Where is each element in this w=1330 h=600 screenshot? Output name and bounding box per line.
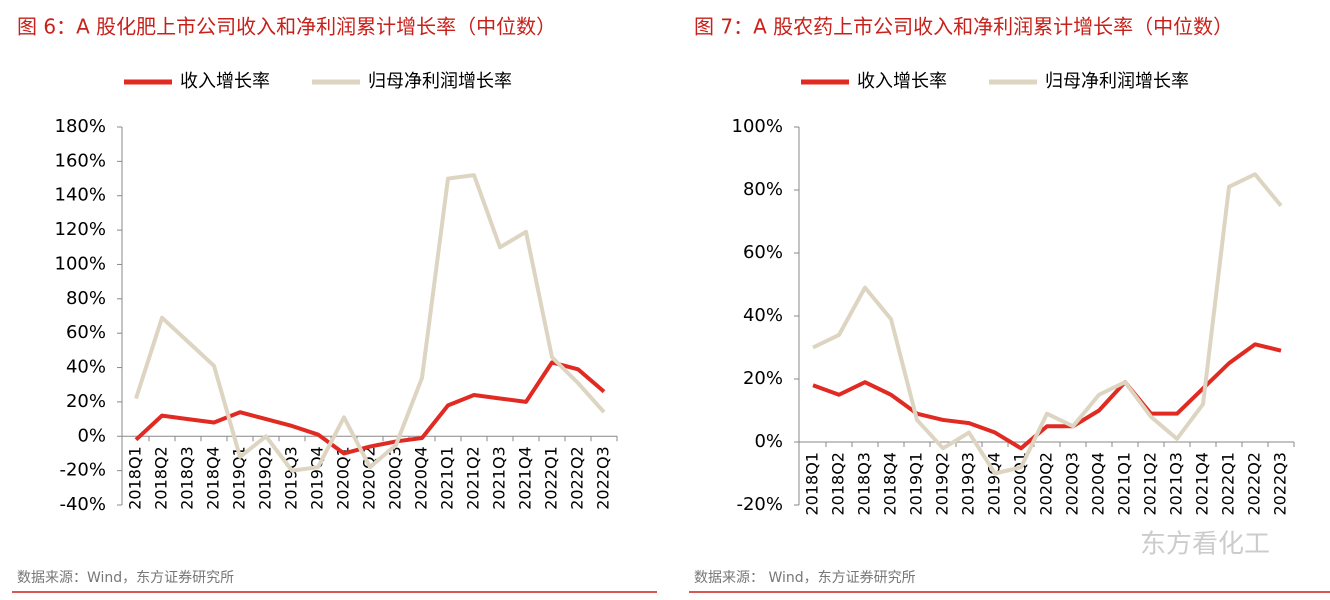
x-tick-label: 2022Q1 [1219,452,1238,516]
x-tick-label: 2022Q1 [542,446,561,510]
x-tick-label: 2018Q4 [881,452,900,516]
series-line [134,360,606,456]
x-tick-label: 2020Q1 [1011,452,1030,516]
x-tick-label: 2018Q3 [178,446,197,510]
x-tick-label: 2018Q2 [152,446,171,510]
y-tick-label: 20% [743,368,783,389]
x-tick-label: 2020Q3 [386,446,405,510]
x-tick-label: 2018Q4 [204,446,223,510]
x-tick-label: 2020Q2 [1037,452,1056,516]
x-tick-label: 2020Q4 [1089,452,1108,516]
y-tick-label: 80% [743,179,783,200]
y-tick-label: -20% [736,494,783,515]
x-tick-label: 2019Q2 [933,452,952,516]
series-line [134,173,606,473]
y-tick-label: 0% [77,425,106,446]
x-tick-label: 2022Q3 [594,446,613,510]
y-tick-label: -20% [59,460,106,481]
y-tick-label: 60% [743,242,783,263]
x-tick-label: 2020Q3 [1063,452,1082,516]
chart-title: 图 7：A 股农药上市公司收入和净利润累计增长率（中位数） [694,15,1233,39]
x-tick-label: 2019Q3 [959,452,978,516]
y-tick-label: 20% [66,391,106,412]
x-tick-label: 2022Q2 [568,446,587,510]
watermark: 东方看化工 [1140,530,1270,560]
x-tick-label: 2021Q2 [464,446,483,510]
x-tick-label: 2019Q1 [230,446,249,510]
y-tick-label: -40% [59,494,106,515]
legend-label: 归母净利润增长率 [368,71,512,92]
x-tick-label: 2022Q2 [1245,452,1264,516]
legend-label: 收入增长率 [180,71,270,92]
x-tick-label: 2021Q4 [1193,452,1212,516]
legend-label: 收入增长率 [857,71,947,92]
y-tick-label: 100% [55,253,106,274]
source: 数据来源： Wind，东方证券研究所 [694,570,916,586]
x-tick-label: 2018Q1 [126,446,145,510]
x-tick-label: 2019Q1 [907,452,926,516]
y-tick-label: 160% [55,150,106,171]
x-tick-label: 2021Q4 [516,446,535,510]
y-tick-label: 180% [55,116,106,137]
x-tick-label: 2021Q3 [490,446,509,510]
chart-title: 图 6：A 股化肥上市公司收入和净利润累计增长率（中位数） [17,15,556,39]
x-tick-label: 2020Q1 [334,446,353,510]
x-tick-label: 2018Q3 [855,452,874,516]
y-tick-label: 0% [754,431,783,452]
x-tick-label: 2021Q3 [1167,452,1186,516]
y-tick-label: 100% [732,116,783,137]
series-line [812,172,1283,476]
series-line [812,342,1282,451]
x-tick-label: 2018Q1 [803,452,822,516]
y-tick-label: 140% [55,185,106,206]
x-tick-label: 2021Q1 [438,446,457,510]
y-tick-label: 80% [66,288,106,309]
x-tick-label: 2019Q3 [282,446,301,510]
y-tick-label: 120% [55,219,106,240]
y-tick-label: 60% [66,322,106,343]
source: 数据来源：Wind，东方证券研究所 [17,570,234,586]
x-tick-label: 2018Q2 [829,452,848,516]
legend-label: 归母净利润增长率 [1045,71,1189,92]
y-tick-label: 40% [66,357,106,378]
x-tick-label: 2020Q4 [412,446,431,510]
x-tick-label: 2021Q1 [1115,452,1134,516]
y-tick-label: 40% [743,305,783,326]
x-tick-label: 2021Q2 [1141,452,1160,516]
x-tick-label: 2022Q3 [1271,452,1290,516]
x-tick-label: 2019Q2 [256,446,275,510]
